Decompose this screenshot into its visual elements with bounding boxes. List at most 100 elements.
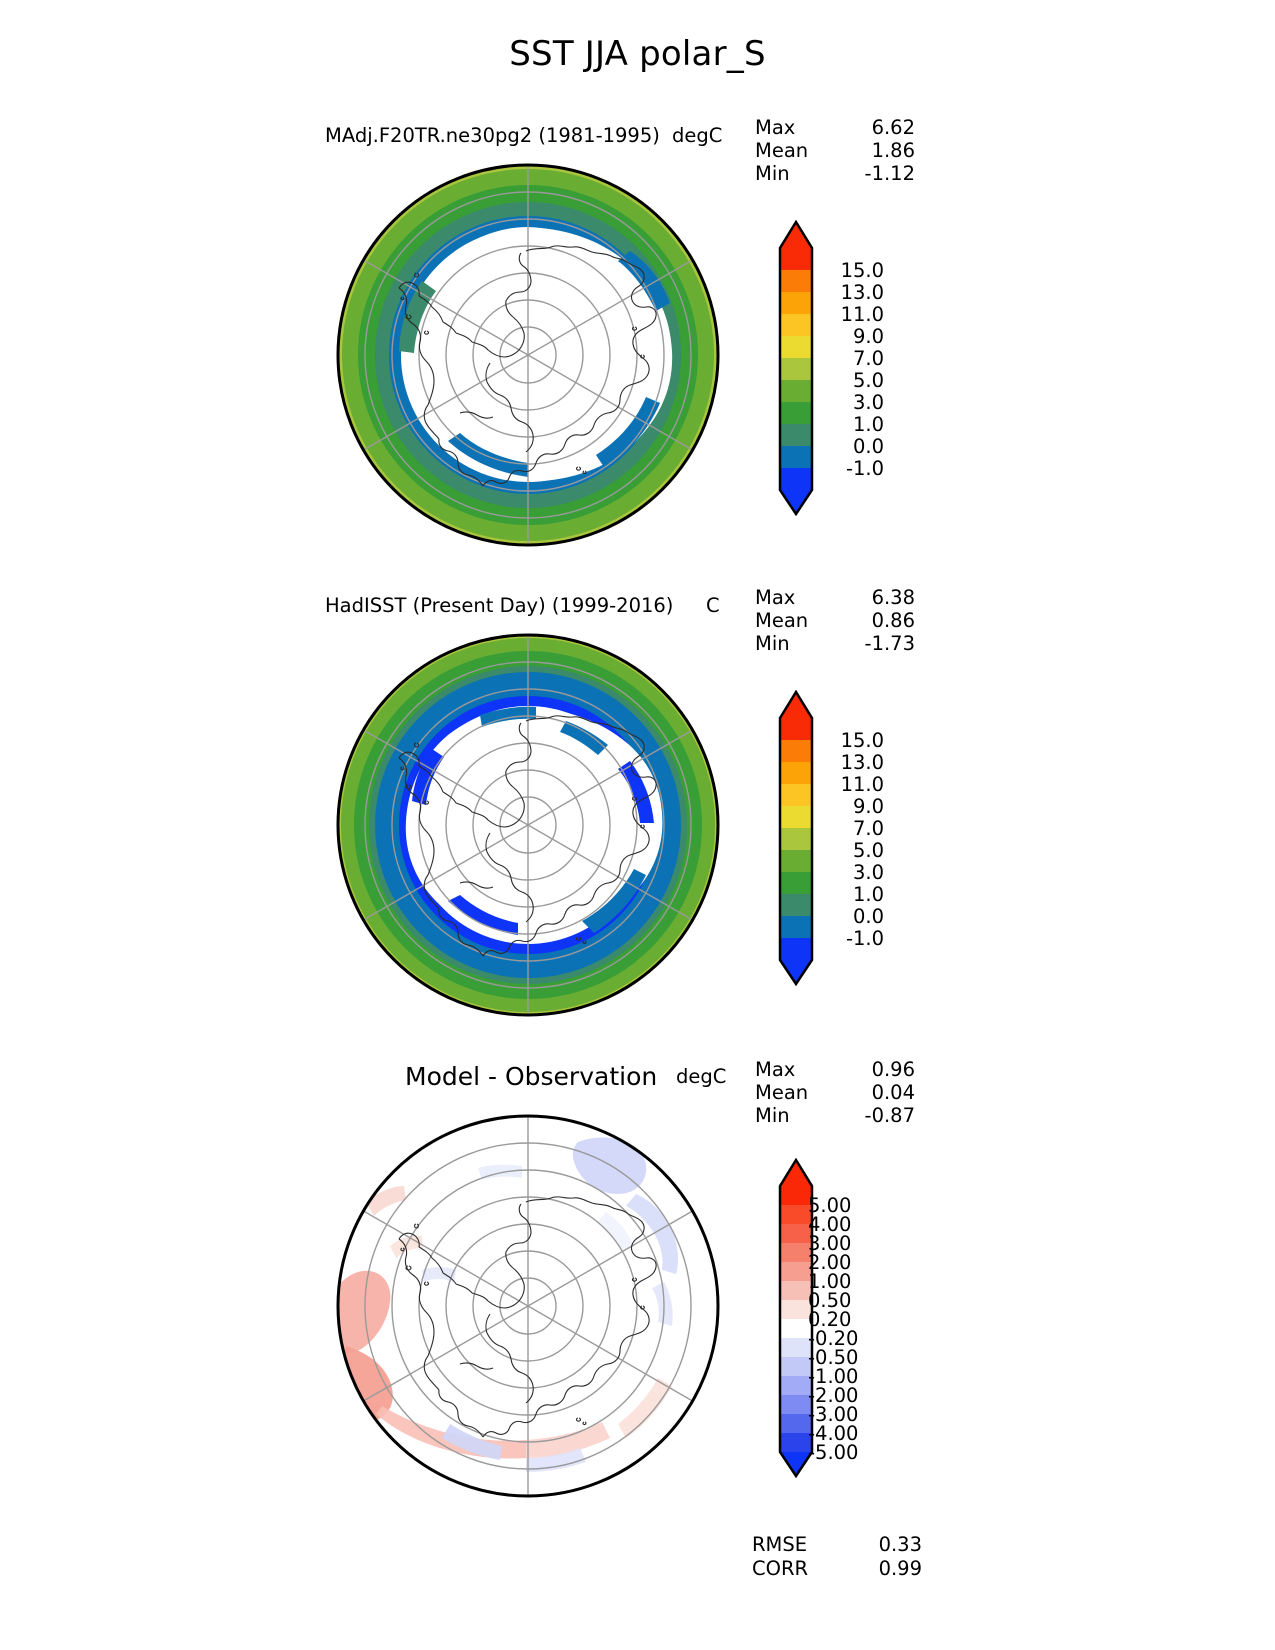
colorbar-tick-label: -5.00 [808, 1441, 859, 1464]
colorbar-tick-label: 1.0 [852, 883, 884, 906]
colorbar-tick-label: -1.0 [845, 927, 884, 950]
polar-map-model-svg [336, 163, 720, 547]
stat-key: Mean [755, 609, 809, 632]
stat-value: 1.86 [871, 139, 915, 162]
colorbar-tick-label: 1.0 [852, 413, 884, 436]
corr-value: 0.99 [878, 1557, 922, 1580]
panel-observation-title: HadISST (Present Day) (1999-2016) [325, 594, 674, 617]
colorbar-tick-label: 5.0 [852, 839, 884, 862]
colorbar-observation [778, 690, 818, 986]
panel-observation: HadISST (Present Day) (1999-2016) C Max … [0, 580, 1275, 1050]
stat-key: Min [755, 162, 790, 185]
stat-key: Max [755, 1058, 796, 1081]
colorbar-tick-label: 2.00 [808, 1251, 852, 1274]
stat-row: Max 6.62 [755, 116, 915, 139]
colorbar-tick-label: 5.00 [808, 1194, 852, 1217]
map-outer-boundary [336, 1114, 720, 1498]
polar-map-difference [330, 1106, 730, 1506]
stat-row: Mean 1.86 [755, 139, 915, 162]
panel-observation-stats: Max 6.38 Mean 0.86 Min -1.73 [755, 586, 915, 655]
stat-value: 0.96 [871, 1058, 915, 1081]
colorbar-tick-label: 0.0 [852, 435, 884, 458]
stat-row: Mean 0.04 [755, 1081, 915, 1104]
colorbar-tick-label: 0.50 [808, 1289, 852, 1312]
colorbar-outline [778, 690, 814, 986]
stat-row: Max 0.96 [755, 1058, 915, 1081]
colorbar-tick-label: -1.00 [808, 1365, 859, 1388]
stat-value: -1.12 [864, 162, 915, 185]
polar-map-observation-svg [336, 633, 720, 1017]
stat-value: 0.04 [871, 1081, 915, 1104]
corr-key: CORR [752, 1557, 809, 1580]
stat-key: Max [755, 116, 796, 139]
colorbar-tick-label: -0.50 [808, 1346, 859, 1369]
stat-key: Min [755, 632, 790, 655]
colorbar-tick-label: 7.0 [852, 347, 884, 370]
colorbar-tick-label: -4.00 [808, 1422, 859, 1445]
polar-map-difference-svg [336, 1114, 720, 1498]
colorbar-tick-label: 7.0 [852, 817, 884, 840]
stat-key: Max [755, 586, 796, 609]
colorbar-outline [778, 220, 814, 516]
stat-key: Mean [755, 1081, 809, 1104]
colorbar-tick-label: 3.00 [808, 1232, 852, 1255]
colorbar-bands [780, 1160, 812, 1476]
panel-difference-title: Model - Observation [405, 1062, 658, 1091]
rmse-value: 0.33 [878, 1533, 922, 1556]
panel-observation-units: C [706, 594, 720, 617]
map-outer-boundary [336, 163, 720, 547]
colorbar-tick-label: 13.0 [840, 751, 884, 774]
map-outer-boundary [336, 633, 720, 1017]
colorbar-tick-label: 15.0 [840, 729, 884, 752]
meridians [363, 635, 693, 1015]
figure-title: SST JJA polar_S [509, 34, 766, 74]
panel-model-title: MAdj.F20TR.ne30pg2 (1981-1995) [325, 124, 660, 147]
colorbar-tick-label: 3.0 [852, 391, 884, 414]
colorbar-tick-label: 11.0 [840, 303, 884, 326]
stat-row: Max 6.38 [755, 586, 915, 609]
stat-key: Min [755, 1104, 790, 1127]
colorbar-outline [778, 1158, 814, 1478]
colorbar-tick-label: -2.00 [808, 1384, 859, 1407]
stat-row: CORR 0.99 [752, 1557, 922, 1581]
coastline [398, 715, 657, 957]
stat-value: -1.73 [864, 632, 915, 655]
stat-row: Min -1.73 [755, 632, 915, 655]
colorbar-tick-label: -1.0 [845, 457, 884, 480]
coastline [398, 1196, 657, 1438]
colorbar-model-svg [778, 220, 814, 516]
polar-map-model [330, 155, 730, 555]
panel-difference-stats: Max 0.96 Mean 0.04 Min -0.87 [755, 1058, 915, 1127]
stat-row: Min -0.87 [755, 1104, 915, 1127]
colorbar-tick-label: 0.0 [852, 905, 884, 928]
panel-model-units: degC [672, 124, 723, 147]
difference-footer-stats: RMSE 0.33 CORR 0.99 [752, 1533, 922, 1581]
colorbar-tick-label: 15.0 [840, 259, 884, 282]
colorbar-difference-svg [778, 1158, 814, 1478]
panel-difference: Model - Observation degC Max 0.96 Mean 0… [0, 1046, 1275, 1606]
colorbar-tick-label: 9.0 [852, 795, 884, 818]
stat-row: Mean 0.86 [755, 609, 915, 632]
stat-row: RMSE 0.33 [752, 1533, 922, 1557]
colorbar-tick-label: 1.00 [808, 1270, 852, 1293]
rmse-key: RMSE [752, 1533, 808, 1556]
colorbar-observation-svg [778, 690, 814, 986]
colorbar-tick-label: 3.0 [852, 861, 884, 884]
panel-model: MAdj.F20TR.ne30pg2 (1981-1995) degC Max … [0, 110, 1275, 580]
meridians [363, 165, 693, 545]
panel-model-stats: Max 6.62 Mean 1.86 Min -1.12 [755, 116, 915, 185]
stat-value: -0.87 [864, 1104, 915, 1127]
colorbar-bands [780, 692, 812, 984]
colorbar-bands [780, 222, 812, 514]
colorbar-tick-label: 0.20 [808, 1308, 852, 1331]
colorbar-tick-label: 13.0 [840, 281, 884, 304]
colorbar-tick-label: 4.00 [808, 1213, 852, 1236]
stat-value: 6.62 [871, 116, 915, 139]
colorbar-tick-label: 5.0 [852, 369, 884, 392]
stat-row: Min -1.12 [755, 162, 915, 185]
meridians [363, 1116, 693, 1496]
colorbar-tick-label: 11.0 [840, 773, 884, 796]
colorbar-difference [778, 1158, 818, 1478]
colorbar-tick-label: -3.00 [808, 1403, 859, 1426]
coastline [398, 245, 657, 487]
